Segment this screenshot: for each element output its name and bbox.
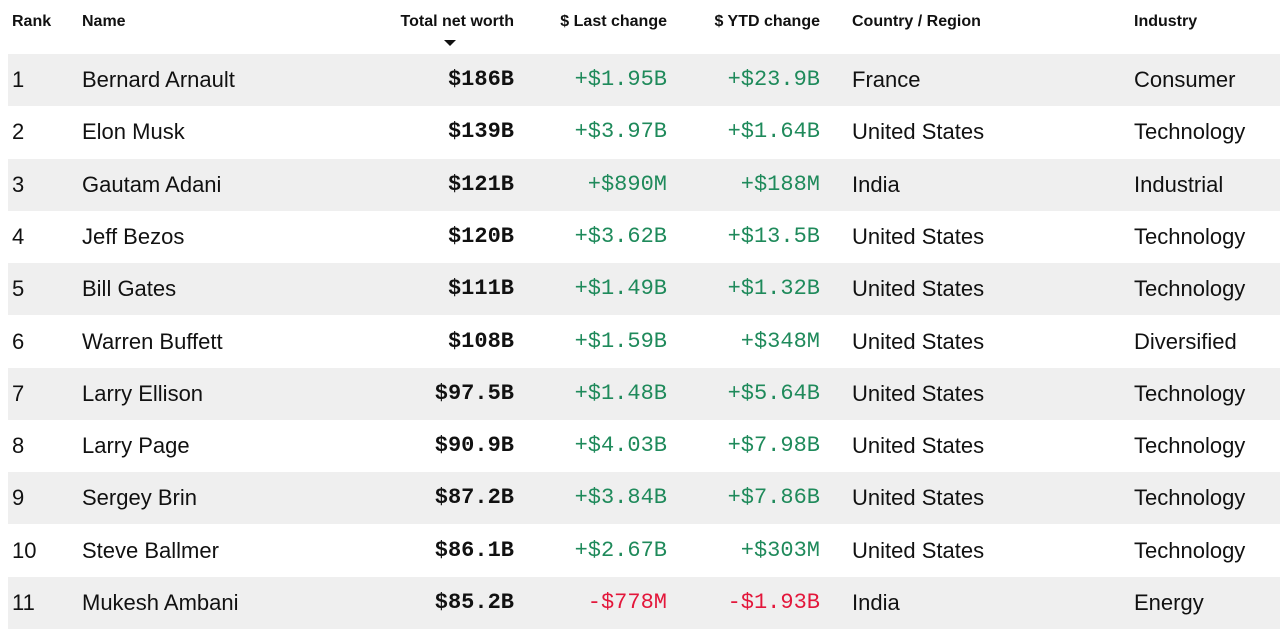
- net-worth-cell: $86.1B: [434, 537, 514, 563]
- net-worth-cell: $111B: [447, 276, 514, 302]
- ytd-change-cell: +$188M: [740, 171, 820, 197]
- industry-cell: Technology: [1134, 537, 1246, 563]
- ytd-change-cell: +$7.98B: [727, 433, 820, 459]
- header-name[interactable]: Name: [82, 13, 126, 30]
- net-worth-cell: $85.2B: [434, 590, 514, 615]
- last-change-cell: +$1.95B: [574, 67, 667, 92]
- header-ytd-change[interactable]: $ YTD change: [714, 13, 820, 30]
- rank-cell: 5: [12, 276, 25, 302]
- country-cell: United States: [852, 276, 985, 302]
- name-cell: Larry Page: [82, 433, 190, 459]
- country-cell: United States: [852, 328, 985, 354]
- net-worth-cell: $186B: [447, 67, 514, 92]
- name-cell: Mukesh Ambani: [82, 590, 239, 615]
- ytd-change-cell: +$1.64B: [727, 119, 820, 145]
- header-last-change[interactable]: $ Last change: [560, 13, 667, 30]
- industry-cell: Energy: [1134, 590, 1204, 615]
- rank-cell: 8: [12, 433, 25, 459]
- last-change-cell: -$778M: [587, 590, 667, 615]
- ytd-change-cell: +$1.32B: [727, 276, 820, 302]
- header-net-worth[interactable]: Total net worth: [400, 13, 514, 30]
- table-row[interactable]: 6 Warren Buffett $108B +$1.59B +$348M United …: [8, 316, 1280, 368]
- ytd-change-cell: +$13.5B: [727, 223, 820, 249]
- last-change-cell: +$1.48B: [574, 380, 667, 406]
- industry-cell: Technology: [1134, 485, 1246, 511]
- net-worth-cell: $97.5B: [434, 380, 514, 406]
- country-cell: France: [852, 67, 921, 92]
- industry-cell: Technology: [1134, 223, 1246, 249]
- table-row[interactable]: 1 Bernard Arnault $186B +$1.95B +$23.9B Franc…: [8, 54, 1280, 106]
- name-cell: Gautam Adani: [82, 171, 222, 197]
- table-row[interactable]: 3 Gautam Adani $121B +$890M +$188M India Indus…: [8, 158, 1280, 211]
- ytd-change-cell: +$23.9B: [727, 67, 820, 92]
- rank-cell: 11: [12, 590, 35, 615]
- ytd-change-cell: +$5.64B: [727, 380, 820, 406]
- country-cell: United States: [852, 485, 985, 511]
- name-cell: Warren Buffett: [82, 328, 223, 354]
- last-change-cell: +$1.59B: [574, 328, 667, 354]
- last-change-cell: +$1.49B: [574, 276, 667, 302]
- ytd-change-cell: +$7.86B: [727, 485, 820, 511]
- net-worth-cell: $121B: [447, 171, 514, 197]
- industry-cell: Industrial: [1134, 171, 1224, 197]
- rank-cell: 1: [12, 67, 25, 92]
- table-row[interactable]: 9 Sergey Brin $87.2B +$3.84B +$7.86B United S…: [8, 472, 1280, 525]
- rank-cell: 4: [12, 223, 25, 249]
- rank-cell: 9: [12, 485, 25, 511]
- country-cell: United States: [852, 537, 985, 563]
- industry-cell: Technology: [1134, 433, 1246, 459]
- header-rank[interactable]: Rank: [12, 13, 52, 30]
- rank-cell: 3: [12, 171, 25, 197]
- last-change-cell: +$2.67B: [574, 537, 667, 563]
- table-row[interactable]: 8 Larry Page $90.9B +$4.03B +$7.98B United St…: [8, 420, 1280, 472]
- industry-cell: Technology: [1134, 380, 1246, 406]
- net-worth-cell: $108B: [447, 328, 514, 354]
- name-cell: Steve Ballmer: [82, 537, 219, 563]
- name-cell: Larry Ellison: [82, 380, 204, 406]
- header-industry[interactable]: Industry: [1134, 13, 1198, 30]
- net-worth-cell: $139B: [447, 119, 514, 145]
- sort-arrow: [444, 40, 456, 46]
- net-worth-cell: $90.9B: [434, 433, 514, 459]
- country-cell: United States: [852, 119, 985, 145]
- last-change-cell: +$890M: [587, 171, 667, 197]
- name-cell: Bernard Arnault: [82, 67, 235, 92]
- table-row[interactable]: 5 Bill Gates $111B +$1.49B +$1.32B United Sta…: [8, 263, 1280, 316]
- table-row[interactable]: 4 Jeff Bezos $120B +$3.62B +$13.5B United Sta…: [8, 211, 1280, 263]
- country-cell: United States: [852, 380, 985, 406]
- country-cell: United States: [852, 433, 985, 459]
- rank-cell: 2: [12, 119, 25, 145]
- name-cell: Jeff Bezos: [82, 223, 185, 249]
- name-cell: Sergey Brin: [82, 485, 197, 511]
- ytd-change-cell: -$1.93B: [727, 590, 820, 615]
- net-worth-cell: $87.2B: [434, 485, 514, 511]
- industry-cell: Technology: [1134, 119, 1246, 145]
- last-change-cell: +$3.62B: [574, 223, 667, 249]
- last-change-cell: +$4.03B: [574, 433, 667, 459]
- table-row[interactable]: 10 Steve Ballmer $86.1B +$2.67B +$303M United…: [8, 525, 1280, 577]
- last-change-cell: +$3.97B: [574, 119, 667, 145]
- header-country[interactable]: Country / Region: [852, 13, 981, 30]
- industry-cell: Technology: [1134, 276, 1246, 302]
- table-row[interactable]: 2 Elon Musk $139B +$3.97B +$1.64B United Stat…: [8, 106, 1280, 158]
- industry-cell: Diversified: [1134, 328, 1237, 354]
- name-cell: Bill Gates: [82, 276, 177, 302]
- net-worth-cell: $120B: [447, 223, 514, 249]
- rank-cell: 10: [12, 537, 37, 563]
- last-change-cell: +$3.84B: [574, 485, 667, 511]
- industry-cell: Consumer: [1134, 67, 1236, 92]
- table-row[interactable]: 7 Larry Ellison $97.5B +$1.48B +$5.64B United…: [8, 367, 1280, 420]
- ytd-change-cell: +$303M: [740, 537, 820, 563]
- table-row[interactable]: 11 Mukesh Ambani $85.2B -$778M -$1.93B India E…: [8, 577, 1280, 629]
- country-cell: India: [852, 590, 900, 615]
- name-cell: Elon Musk: [82, 119, 185, 145]
- country-cell: India: [852, 171, 900, 197]
- rank-cell: 6: [12, 328, 25, 354]
- ytd-change-cell: +$348M: [740, 328, 820, 354]
- country-cell: United States: [852, 223, 985, 249]
- rank-cell: 7: [12, 380, 25, 406]
